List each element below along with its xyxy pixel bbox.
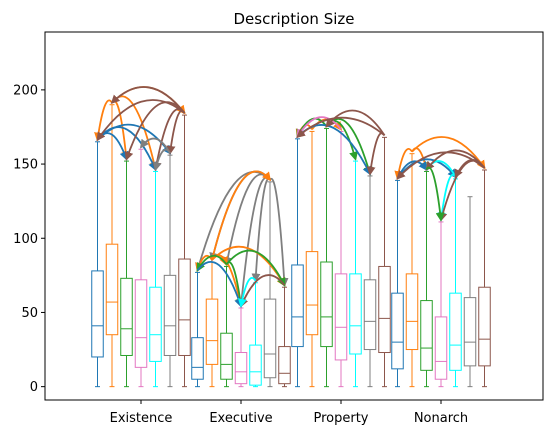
arrow-0-5-4: [152, 148, 171, 172]
box-executive-1: [205, 261, 219, 388]
y-tick-label: 0: [30, 380, 38, 395]
arrow-1-0-3: [196, 260, 243, 308]
boxes-layer: [91, 104, 491, 388]
box-body: [478, 286, 491, 367]
box-property-4: [349, 160, 362, 388]
arrow-1-5-6: [269, 177, 289, 288]
x-tick-label: Executive: [209, 411, 272, 426]
box-property-0: [291, 138, 304, 388]
arrow-0-6-2: [124, 101, 186, 161]
box-existence-3: [134, 148, 148, 388]
box-property-5: [363, 175, 377, 388]
box-existence-0: [91, 141, 104, 388]
box-property-3: [334, 130, 348, 388]
box-body: [434, 316, 448, 380]
arrow-2-6-0: [296, 116, 386, 139]
arrow-1-1-5: [211, 170, 272, 261]
x-tick-label: Nonarch: [414, 411, 468, 426]
box-body: [91, 270, 104, 358]
box-nonarch-1: [405, 153, 419, 388]
box-body: [163, 274, 177, 356]
box-body: [391, 292, 404, 370]
arrow-0-6-0: [96, 99, 186, 142]
box-body: [349, 273, 362, 355]
arrow-2-6-2: [325, 109, 386, 136]
y-tick-label: 200: [13, 83, 38, 98]
box-nonarch-3: [434, 221, 448, 388]
arrow-3-1-6: [411, 136, 486, 170]
box-body: [105, 243, 119, 336]
box-existence-2: [120, 160, 133, 388]
chart-title: Description Size: [234, 10, 355, 28]
box-property-6: [378, 136, 391, 388]
axes-layer: 0 50 100 150 200 Existence Executive Property No…: [13, 31, 544, 426]
box-nonarch-0: [391, 179, 404, 388]
box-property-1: [305, 130, 319, 388]
box-body: [449, 292, 462, 371]
box-executive-5: [263, 181, 277, 388]
x-tick-label: Property: [313, 411, 368, 426]
box-nonarch-2: [420, 170, 433, 388]
box-body: [405, 273, 419, 351]
arrow-0-6-1: [110, 86, 186, 114]
box-body: [420, 300, 433, 371]
box-executive-3: [234, 307, 248, 388]
arrow-1-6-3: [239, 274, 286, 308]
box-existence-1: [105, 104, 119, 388]
box-existence-5: [163, 154, 177, 388]
arrow-1-4-3: [237, 276, 257, 308]
box-body: [291, 264, 304, 348]
box-existence-6: [178, 114, 191, 388]
box-body: [205, 298, 219, 365]
y-tick-label: 100: [13, 232, 38, 247]
arrow-3-2-3: [425, 166, 445, 222]
box-body: [334, 273, 348, 361]
box-body: [178, 258, 191, 356]
plot-frame: [44, 31, 544, 401]
box-body: [191, 337, 204, 380]
box-nonarch-4: [449, 178, 462, 388]
box-body: [363, 279, 377, 351]
box-body: [305, 251, 319, 336]
arrow-0-6-5: [166, 110, 186, 155]
arrows-layer: [94, 86, 486, 308]
arrow-1-2-6: [225, 249, 286, 287]
arrow-3-6-2: [425, 149, 486, 171]
y-tick-label: 50: [21, 306, 38, 321]
box-body: [378, 265, 391, 354]
box-body: [134, 279, 148, 368]
box-body: [263, 298, 277, 379]
box-nonarch-5: [463, 196, 477, 388]
box-executive-2: [220, 265, 233, 388]
arrow-3-6-3: [438, 159, 486, 222]
box-executive-6: [278, 286, 291, 388]
y-tick-label: 150: [13, 158, 38, 173]
box-body: [149, 286, 162, 362]
x-tick-label: Existence: [110, 411, 173, 426]
box-body: [320, 261, 333, 348]
box-body: [234, 352, 248, 385]
box-nonarch-6: [478, 169, 491, 388]
box-body: [220, 332, 233, 380]
box-body: [278, 346, 291, 385]
box-executive-0: [191, 271, 204, 388]
box-executive-4: [249, 282, 262, 388]
box-body: [463, 297, 477, 367]
arrow-2-0-5: [296, 124, 371, 176]
box-body: [249, 344, 262, 386]
arrow-2-6-5: [366, 132, 386, 176]
box-property-2: [320, 127, 333, 388]
box-existence-4: [149, 170, 162, 388]
box-body: [120, 277, 133, 356]
